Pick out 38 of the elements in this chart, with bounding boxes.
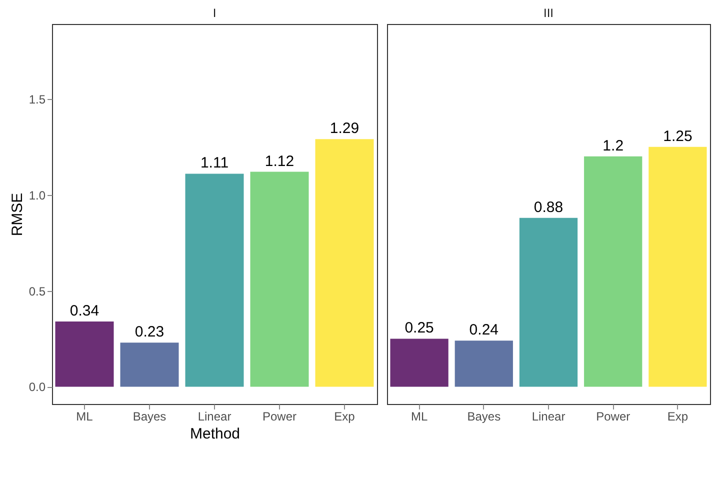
x-tick-label: Linear [532, 410, 566, 424]
bar [55, 321, 114, 387]
data-label: 0.25 [404, 320, 434, 337]
x-tick-label: ML [76, 410, 94, 424]
y-tick-label: 0.5 [28, 284, 46, 298]
x-tick-label: Bayes [467, 410, 501, 424]
x-tick-label: Power [262, 410, 297, 424]
bar [584, 156, 642, 387]
x-tick-label: Linear [198, 410, 232, 424]
bar [390, 338, 448, 387]
x-tick-label: Exp [667, 410, 688, 424]
data-label: 1.12 [264, 152, 294, 170]
bar [648, 146, 707, 387]
chart-title: I [212, 6, 216, 20]
y-tick-label: 1.0 [28, 188, 46, 202]
x-tick-label: ML [410, 410, 428, 424]
bar [120, 342, 179, 387]
data-label: 0.24 [469, 322, 498, 339]
data-label: 0.23 [134, 324, 164, 341]
data-label: 1.2 [602, 137, 624, 154]
data-label: 1.11 [200, 154, 229, 172]
data-label: 0.88 [534, 198, 564, 216]
bar [315, 139, 374, 387]
x-tick-label: Exp [334, 410, 356, 424]
bar [454, 340, 513, 387]
y-tick-label: 0.0 [28, 380, 46, 394]
x-axis-title: Method [190, 426, 240, 442]
data-label: 1.29 [330, 120, 360, 138]
chart-title: III [543, 6, 554, 20]
bar [519, 218, 578, 387]
y-axis-title: RMSE [8, 192, 26, 236]
data-label: 1.25 [663, 128, 692, 145]
x-tick-label: Power [596, 410, 630, 424]
bar [250, 172, 309, 387]
x-tick-label: Bayes [132, 410, 166, 424]
bar [185, 174, 244, 387]
y-tick-label: 1.5 [28, 92, 46, 106]
data-label: 0.34 [70, 302, 100, 320]
